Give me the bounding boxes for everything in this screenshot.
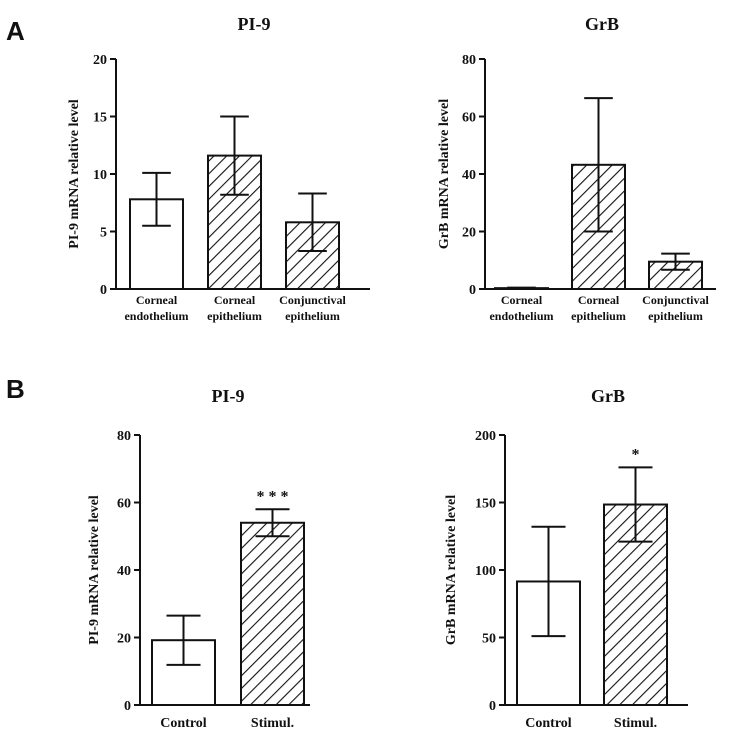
- category-label: Corneal: [501, 293, 543, 307]
- y-tick-label: 0: [469, 283, 476, 298]
- y-tick-label: 100: [475, 564, 496, 579]
- category-label: epithelium: [207, 309, 262, 323]
- bar: [240, 521, 305, 706]
- category-label: epithelium: [285, 309, 340, 323]
- y-axis-label: GrB mRNA relative level: [437, 99, 452, 249]
- panel-letter-a: A: [6, 16, 25, 46]
- y-tick-label: 40: [462, 168, 476, 183]
- category-label: Conjunctival: [279, 293, 346, 307]
- y-tick-label: 60: [117, 497, 131, 512]
- y-tick-label: 80: [462, 53, 476, 68]
- category-label: Conjunctival: [642, 293, 709, 307]
- category-label: Control: [525, 716, 572, 731]
- category-label: Corneal: [136, 293, 178, 307]
- chart-b-pi9: PI-9 PI-9 mRNA relative level 0 20 40 60 80 Con…: [87, 386, 310, 731]
- chart-b-grb: GrB GrB mRNA relative level 0 50 100 150 200 Co…: [444, 386, 688, 731]
- category-label: Stimul.: [251, 716, 294, 731]
- category-label: Control: [160, 716, 207, 731]
- chart-a-pi9: PI-9 PI-9 mRNA relative level 0 5 10 15 20 Corn…: [67, 14, 370, 323]
- y-tick-label: 15: [93, 111, 107, 126]
- chart-title: GrB: [585, 14, 619, 34]
- y-tick-label: 20: [93, 53, 107, 68]
- y-tick-label: 0: [489, 699, 496, 714]
- y-tick-label: 80: [117, 429, 131, 444]
- chart-title: PI-9: [238, 14, 271, 34]
- y-tick-label: 40: [117, 564, 131, 579]
- y-tick-label: 5: [100, 226, 107, 241]
- chart-title: PI-9: [212, 386, 245, 406]
- significance-marker: *: [632, 446, 640, 463]
- y-tick-label: 20: [117, 632, 131, 647]
- category-label: Corneal: [214, 293, 256, 307]
- y-axis-label: PI-9 mRNA relative level: [67, 99, 82, 249]
- significance-marker: * * *: [257, 488, 289, 505]
- category-label: endothelium: [124, 309, 188, 323]
- chart-a-grb: GrB GrB mRNA relative level 0 20 40 60 80 Corne…: [437, 14, 716, 323]
- y-axis-label: PI-9 mRNA relative level: [87, 495, 102, 645]
- category-label: Stimul.: [614, 716, 657, 731]
- category-label: epithelium: [648, 309, 703, 323]
- category-label: endothelium: [489, 309, 553, 323]
- chart-title: GrB: [591, 386, 625, 406]
- y-tick-label: 50: [482, 632, 496, 647]
- y-axis-label: GrB mRNA relative level: [444, 495, 459, 645]
- y-tick-label: 10: [93, 168, 107, 183]
- y-tick-label: 20: [462, 226, 476, 241]
- category-label: epithelium: [571, 309, 626, 323]
- y-tick-label: 0: [124, 699, 131, 714]
- panel-letter-b: B: [6, 374, 25, 404]
- y-tick-label: 200: [475, 429, 496, 444]
- y-tick-label: 0: [100, 283, 107, 298]
- y-tick-label: 150: [475, 497, 496, 512]
- category-label: Corneal: [578, 293, 620, 307]
- y-tick-label: 60: [462, 111, 476, 126]
